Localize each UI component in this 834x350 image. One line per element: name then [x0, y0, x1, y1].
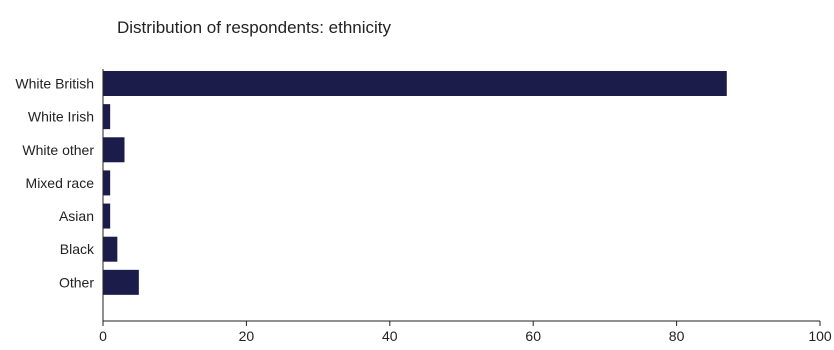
bar-mixed-race [103, 170, 111, 196]
bars-group [103, 71, 727, 295]
category-label-white-british: White British [15, 76, 94, 92]
x-tick-label-60: 60 [525, 328, 541, 344]
bar-asian [103, 203, 111, 229]
bar-white-irish [103, 104, 111, 130]
x-tick-label-100: 100 [808, 328, 832, 344]
x-tick-label-40: 40 [382, 328, 398, 344]
category-label-black: Black [60, 241, 95, 257]
x-tick-label-80: 80 [669, 328, 685, 344]
x-tick-label-20: 20 [239, 328, 255, 344]
category-label-mixed-race: Mixed race [26, 175, 95, 191]
x-ticks: 0 20 40 60 80 100 [99, 321, 832, 344]
bar-white-british [103, 71, 727, 96]
category-label-other: Other [59, 274, 94, 290]
bar-black [103, 236, 118, 262]
category-label-white-other: White other [22, 142, 94, 158]
bar-white-other [103, 137, 125, 163]
bar-other [103, 269, 139, 295]
x-tick-label-0: 0 [99, 328, 107, 344]
chart-title: Distribution of respondents: ethnicity [117, 18, 392, 37]
category-label-asian: Asian [59, 208, 94, 224]
category-label-white-irish: White Irish [28, 109, 94, 125]
category-labels: White British White Irish White other Mixed… [15, 76, 95, 291]
